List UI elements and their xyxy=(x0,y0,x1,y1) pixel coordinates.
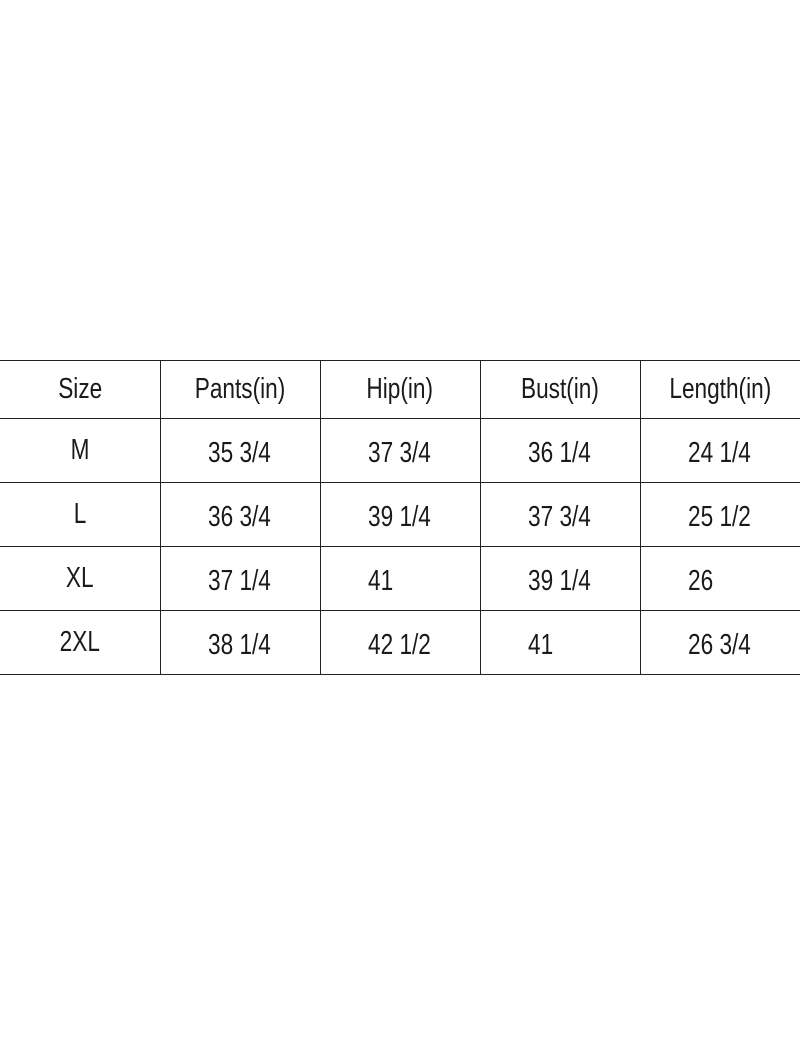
length-cell: 26 3/4 xyxy=(639,610,800,675)
table-row: L 36 3/4 39 1/4 37 3/4 25 1/2 xyxy=(0,482,800,547)
pants-cell: 38 1/4 xyxy=(159,610,321,675)
size-cell: 2XL xyxy=(0,610,161,675)
header-row: Size Pants(in) Hip(in) Bust(in) Length(i… xyxy=(0,360,800,419)
table-row: 2XL 38 1/4 42 1/2 41 26 3/4 xyxy=(0,610,800,675)
header-pants: Pants(in) xyxy=(159,360,321,419)
table-row: M 35 3/4 37 3/4 36 1/4 24 1/4 xyxy=(0,418,800,483)
pants-cell: 35 3/4 xyxy=(159,418,321,483)
header-bust: Bust(in) xyxy=(479,360,641,419)
bust-cell: 41 xyxy=(479,610,641,675)
size-cell: L xyxy=(0,482,161,547)
size-chart-table: Size Pants(in) Hip(in) Bust(in) Length(i… xyxy=(0,360,800,675)
hip-cell: 42 1/2 xyxy=(319,610,481,675)
size-cell: XL xyxy=(0,546,161,611)
length-cell: 26 xyxy=(639,546,800,611)
size-cell: M xyxy=(0,418,161,483)
hip-cell: 41 xyxy=(319,546,481,611)
bust-cell: 39 1/4 xyxy=(479,546,641,611)
table-row: XL 37 1/4 41 39 1/4 26 xyxy=(0,546,800,611)
hip-cell: 39 1/4 xyxy=(319,482,481,547)
pants-cell: 36 3/4 xyxy=(159,482,321,547)
pants-cell: 37 1/4 xyxy=(159,546,321,611)
header-hip: Hip(in) xyxy=(319,360,481,419)
bust-cell: 37 3/4 xyxy=(479,482,641,547)
length-cell: 24 1/4 xyxy=(639,418,800,483)
hip-cell: 37 3/4 xyxy=(319,418,481,483)
bust-cell: 36 1/4 xyxy=(479,418,641,483)
header-length: Length(in) xyxy=(639,360,800,419)
length-cell: 25 1/2 xyxy=(639,482,800,547)
header-size: Size xyxy=(0,360,161,419)
